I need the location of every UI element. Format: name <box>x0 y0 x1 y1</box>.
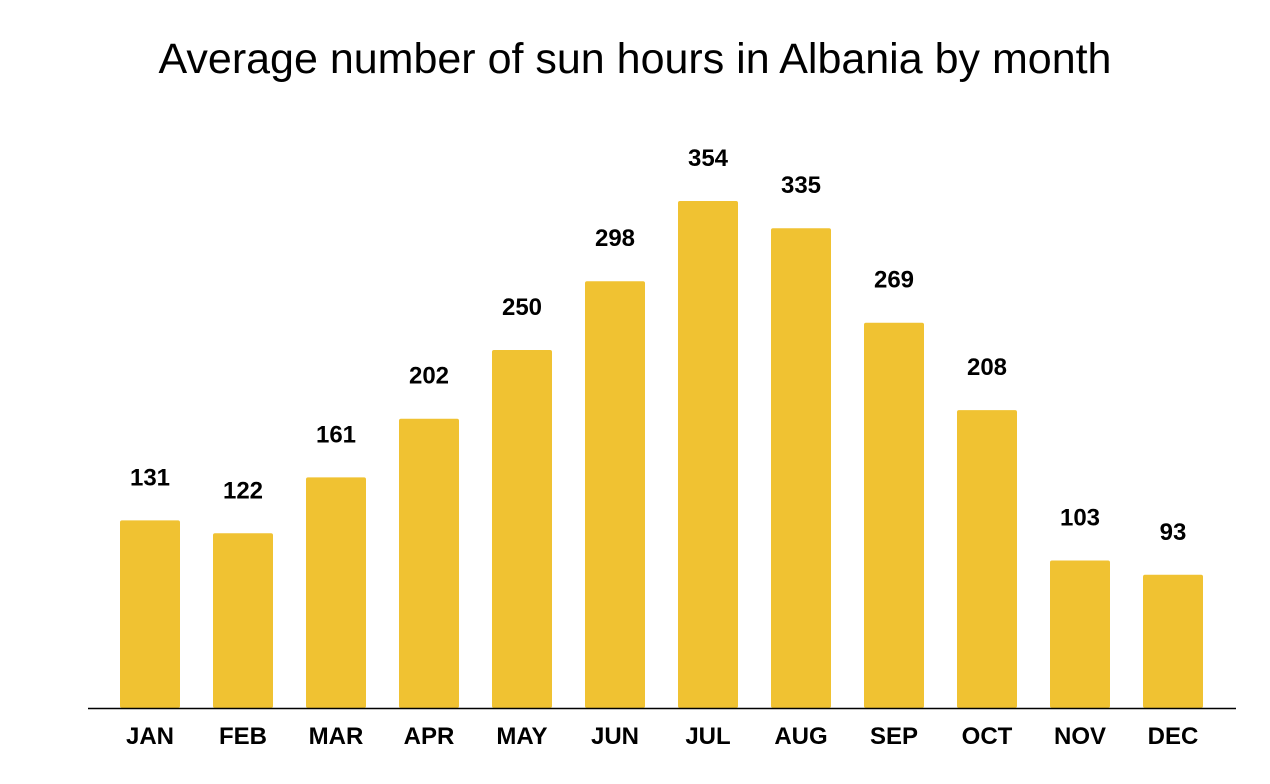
bar-sep <box>864 322 924 708</box>
x-tick-label-jan: JAN <box>126 723 174 750</box>
value-label-feb: 122 <box>223 477 263 504</box>
bar-jan <box>120 520 180 708</box>
bar-dec <box>1143 574 1203 708</box>
chart-title: Average number of sun hours in Albania b… <box>158 35 1112 83</box>
bar-mar <box>306 477 366 708</box>
value-label-dec: 93 <box>1160 519 1187 546</box>
value-label-nov: 103 <box>1060 504 1100 531</box>
bar-nov <box>1050 560 1110 708</box>
x-tick-label-feb: FEB <box>219 723 267 750</box>
value-label-mar: 161 <box>316 421 356 448</box>
bar-group <box>120 201 1203 709</box>
x-tick-label-nov: NOV <box>1054 723 1106 750</box>
x-tick-label-jun: JUN <box>591 723 639 750</box>
x-tick-label-aug: AUG <box>774 723 827 750</box>
x-tick-label-mar: MAR <box>309 723 364 750</box>
value-label-group: 131 122 161 202 250 298 354 335 269 208 103 93 <box>130 145 1186 546</box>
x-tick-label-group: JAN FEB MAR APR MAY JUN JUL AUG SEP OCT NOV DEC <box>126 723 1198 750</box>
bar-jul <box>678 201 738 708</box>
bar-oct <box>957 410 1017 708</box>
x-tick-label-sep: SEP <box>870 723 918 750</box>
value-label-jul: 354 <box>688 145 729 172</box>
x-tick-label-dec: DEC <box>1148 723 1199 750</box>
value-label-may: 250 <box>502 294 542 321</box>
bar-aug <box>771 228 831 709</box>
bar-may <box>492 349 552 708</box>
value-label-jun: 298 <box>595 225 635 252</box>
value-label-apr: 202 <box>409 363 449 390</box>
bar-jun <box>585 281 645 708</box>
value-label-oct: 208 <box>967 354 1007 381</box>
bar-feb <box>213 533 273 708</box>
x-tick-label-apr: APR <box>404 723 455 750</box>
value-label-jan: 131 <box>130 464 170 491</box>
x-tick-label-oct: OCT <box>962 723 1013 750</box>
x-tick-label-jul: JUL <box>685 723 730 750</box>
x-tick-label-may: MAY <box>496 723 547 750</box>
bar-apr <box>399 418 459 708</box>
value-label-sep: 269 <box>874 267 914 294</box>
value-label-aug: 335 <box>781 172 821 199</box>
